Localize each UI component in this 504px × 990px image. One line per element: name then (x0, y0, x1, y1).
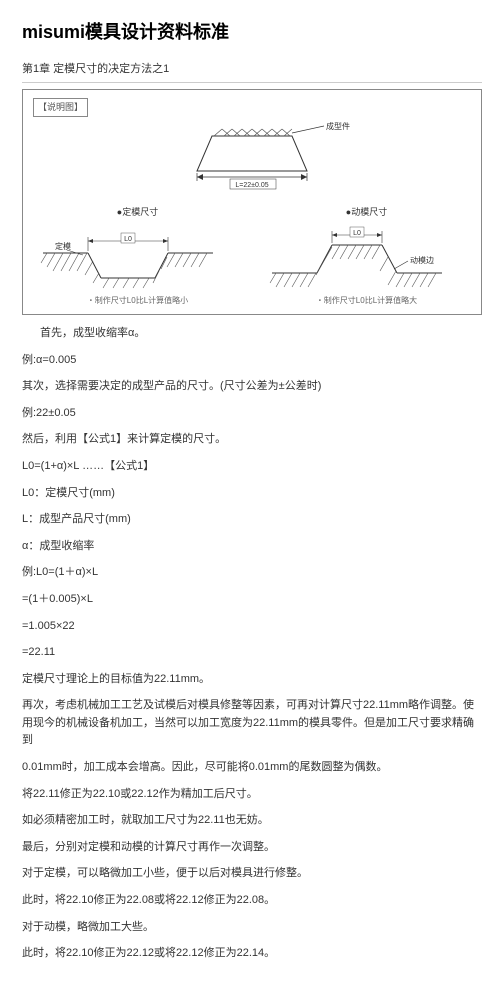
moving-mold-col: ●动模尺寸 (262, 205, 471, 308)
body-line: 对于动模，略微加工大些。 (22, 919, 482, 937)
moving-mold-label: 动模边 (410, 255, 434, 265)
body-line: 如必须精密加工时，就取加工尺寸为22.11也无妨。 (22, 812, 482, 830)
body-text: 首先，成型收缩率α。例:α=0.005 其次，选择需要决定的成型产品的尺寸。(尺寸… (22, 325, 482, 963)
diagram-bottom-row: ●定模尺寸 (33, 205, 471, 308)
body-line: 再次，考虑机械加工工艺及试模后对模具修整等因素，可再对计算尺寸22.11mm略作… (22, 697, 482, 750)
body-line: 例:α=0.005 (22, 352, 482, 370)
body-line: 其次，选择需要决定的成型产品的尺寸。(尺寸公差为±公差时) (22, 378, 482, 396)
moving-mold-svg: 动模边 L0 (262, 223, 452, 293)
fixed-mold-col: ●定模尺寸 (33, 205, 242, 308)
body-line: α：成型收缩率 (22, 538, 482, 556)
chapter-heading: 第1章 定模尺寸的决定方法之1 (22, 61, 482, 84)
body-line: 例:L0=(1＋α)×L (22, 564, 482, 582)
moving-mold-title: ●动模尺寸 (262, 205, 471, 219)
body-line: 最后，分别对定模和动模的计算尺寸再作一次调整。 (22, 839, 482, 857)
body-line: 然后，利用【公式1】来计算定模的尺寸。 (22, 431, 482, 449)
body-line: L0：定模尺寸(mm) (22, 485, 482, 503)
body-line: =22.11 (22, 644, 482, 662)
moving-mold-dim: L0 (353, 230, 361, 237)
body-line: 此时，将22.10修正为22.12或将22.12修正为22.14。 (22, 945, 482, 963)
body-line: 首先，成型收缩率α。 (40, 325, 482, 343)
fixed-mold-title: ●定模尺寸 (33, 205, 242, 219)
body-line: 此时，将22.10修正为22.08或将22.12修正为22.08。 (22, 892, 482, 910)
body-line: =1.005×22 (22, 618, 482, 636)
fixed-mold-svg: 定模 L0 (33, 223, 223, 293)
fixed-mold-label: 定模 (55, 241, 71, 251)
diagram-box-label: 【说明图】 (33, 98, 88, 116)
top-dimension-label: L=22±0.05 (235, 182, 268, 189)
body-line: L：成型产品尺寸(mm) (22, 511, 482, 529)
body-line: L0=(1+α)×L ……【公式1】 (22, 458, 482, 476)
diagram-container: 【说明图】 成型件 (22, 89, 482, 315)
diagram-top: 成型件 L=22±0.05 (33, 121, 471, 191)
molded-part-svg: 成型件 L=22±0.05 (152, 121, 352, 191)
moving-mold-caption: ・制作尺寸L0比L计算值略大 (262, 295, 471, 308)
body-line: 定模尺寸理论上的目标值为22.11mm。 (22, 671, 482, 689)
page-title: misumi模具设计资料标准 (22, 18, 482, 47)
fixed-mold-caption: ・制作尺寸L0比L计算值略小 (33, 295, 242, 308)
molded-part-annotation: 成型件 (326, 121, 350, 131)
body-line: 0.01mm时，加工成本会增高。因此，尽可能将0.01mm的尾数圆整为偶数。 (22, 759, 482, 777)
body-line: =(1＋0.005)×L (22, 591, 482, 609)
fixed-mold-dim: L0 (124, 236, 132, 243)
body-line: 例:22±0.05 (22, 405, 482, 423)
body-line: 将22.11修正为22.10或22.12作为精加工后尺寸。 (22, 786, 482, 804)
body-line: 对于定模，可以略微加工小些，便于以后对模具进行修整。 (22, 865, 482, 883)
